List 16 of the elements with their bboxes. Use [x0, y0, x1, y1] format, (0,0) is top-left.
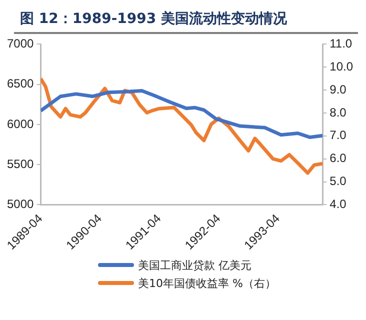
legend-label: 美国工商业贷款 亿美元 [138, 258, 252, 272]
y-tick-label: 6500 [6, 76, 34, 91]
y-tick-label: 6000 [6, 116, 34, 131]
y-tick-label: 7000 [6, 36, 34, 51]
chart-title: 图 12：1989-1993 美国流动性变动情况 [14, 6, 358, 34]
y2-tick-label: 7.0 [330, 128, 347, 142]
y2-tick-label: 10.0 [330, 59, 354, 74]
y2-tick-label: 8.0 [330, 105, 347, 120]
y2-tick-label: 9.0 [330, 82, 347, 96]
y2-tick-label: 5.0 [330, 174, 347, 188]
y2-tick-label: 4.0 [330, 196, 347, 211]
y2-tick-label: 6.0 [330, 151, 347, 166]
y-tick-label: 5500 [6, 156, 34, 171]
y2-tick-label: 11.0 [330, 36, 352, 51]
y-tick-label: 5000 [6, 196, 34, 211]
legend-label: 美10年国债收益率 %（右） [138, 276, 276, 290]
